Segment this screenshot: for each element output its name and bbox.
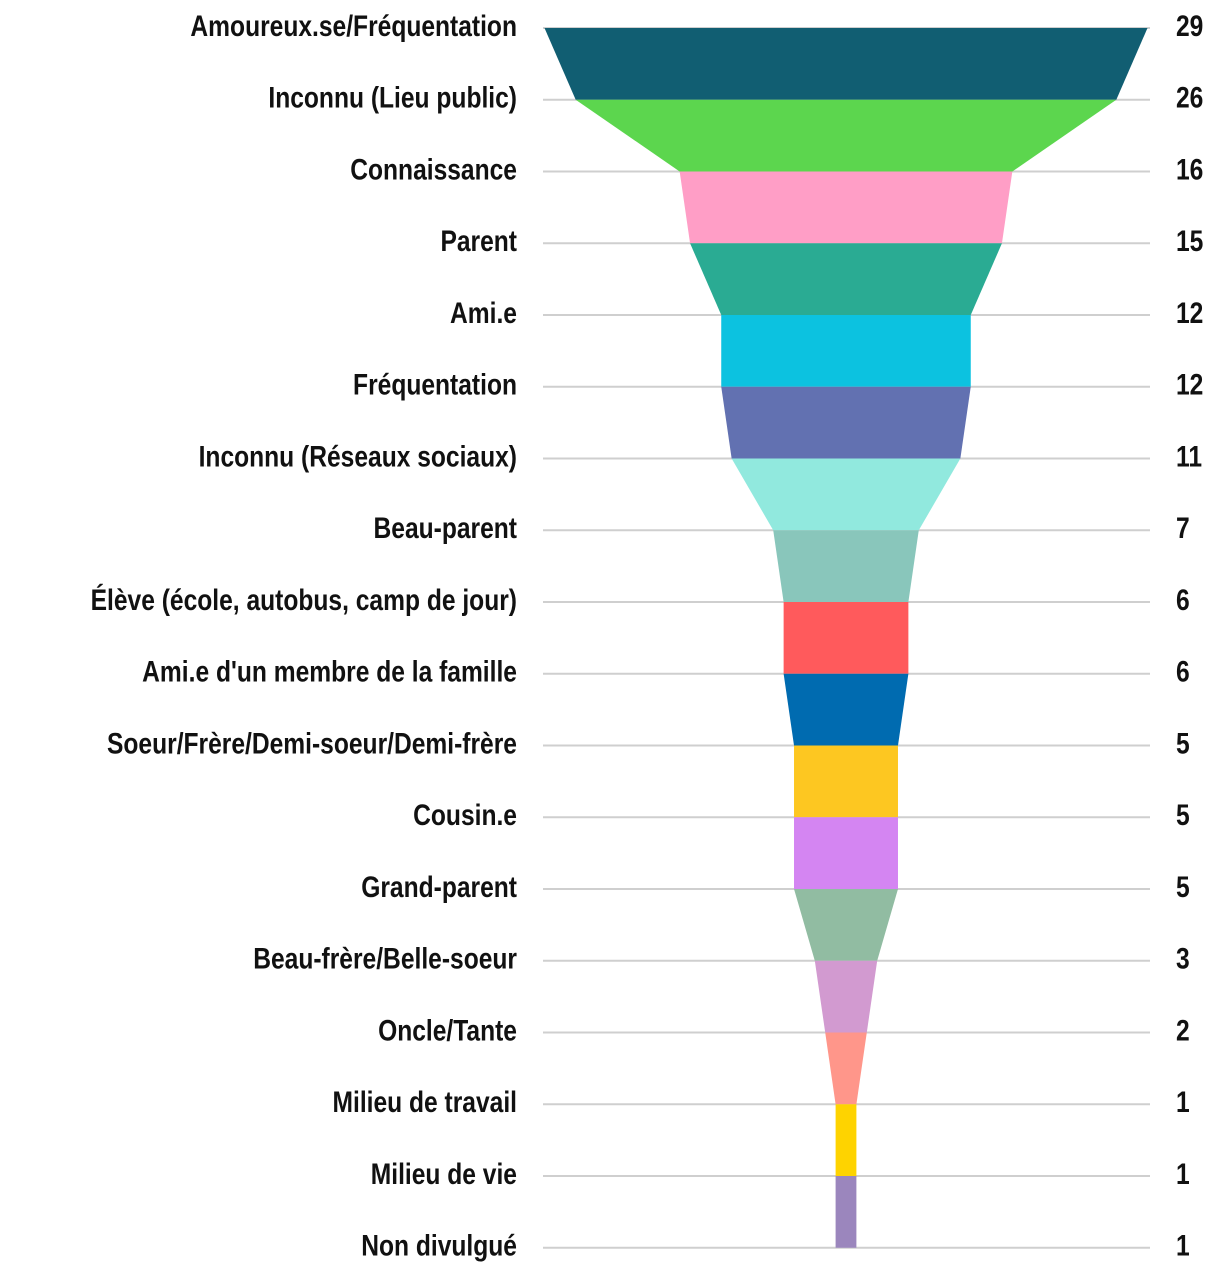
category-label: Beau-frère/Belle-soeur: [253, 941, 517, 975]
funnel-segment: [825, 1032, 867, 1105]
funnel-segment: [794, 817, 898, 889]
category-label: Oncle/Tante: [378, 1013, 517, 1047]
value-label: 5: [1176, 726, 1190, 760]
value-label: 1: [1176, 1228, 1190, 1262]
funnel-segment: [679, 171, 1013, 244]
category-label: Connaissance: [350, 152, 517, 186]
category-label: Élève (école, autobus, camp de jour): [91, 583, 517, 617]
value-label: 6: [1176, 654, 1190, 688]
category-label: Milieu de travail: [333, 1085, 517, 1119]
funnel-segment: [794, 889, 898, 961]
category-label: Inconnu (Réseaux sociaux): [199, 439, 517, 473]
category-label: Fréquentation: [353, 367, 517, 401]
value-label: 11: [1176, 439, 1202, 473]
value-label: 15: [1176, 224, 1203, 258]
funnel-segment: [721, 315, 971, 387]
value-label: 2: [1176, 1013, 1190, 1047]
value-label: 12: [1176, 367, 1203, 401]
value-label: 3: [1176, 941, 1190, 975]
funnel-segment: [783, 673, 909, 746]
funnel-segment: [794, 745, 898, 818]
value-label: 26: [1176, 80, 1203, 114]
category-label: Cousin.e: [413, 798, 517, 832]
funnel-segment: [731, 458, 961, 531]
category-label: Beau-parent: [374, 511, 517, 545]
value-label: 1: [1176, 1157, 1190, 1191]
funnel-segment: [814, 960, 878, 1033]
value-label: 6: [1176, 583, 1190, 617]
value-label: 5: [1176, 798, 1190, 832]
funnel-segment: [835, 1176, 857, 1248]
funnel-segment: [690, 243, 1002, 315]
category-label: Inconnu (Lieu public): [268, 80, 517, 114]
category-label: Amoureux.se/Fréquentation: [190, 9, 517, 43]
category-label: Grand-parent: [361, 870, 517, 904]
value-label: 5: [1176, 870, 1190, 904]
category-label: Non divulgué: [361, 1228, 517, 1262]
category-label: Ami.e: [450, 296, 517, 330]
value-label: 12: [1176, 296, 1203, 330]
funnel-segment: [773, 530, 919, 602]
value-label: 29: [1176, 9, 1203, 43]
category-label: Milieu de vie: [371, 1157, 517, 1191]
category-label: Soeur/Frère/Demi-soeur/Demi-frère: [107, 726, 517, 760]
funnel-segment: [783, 602, 909, 674]
funnel-segment: [544, 28, 1148, 100]
value-label: 1: [1176, 1085, 1190, 1119]
value-label: 7: [1176, 511, 1190, 545]
value-label: 16: [1176, 152, 1203, 186]
category-label: Ami.e d'un membre de la famille: [142, 654, 517, 688]
funnel-segment: [575, 99, 1117, 172]
funnel-segment: [721, 386, 971, 459]
category-label: Parent: [440, 224, 517, 258]
funnel-segment: [835, 1104, 857, 1176]
